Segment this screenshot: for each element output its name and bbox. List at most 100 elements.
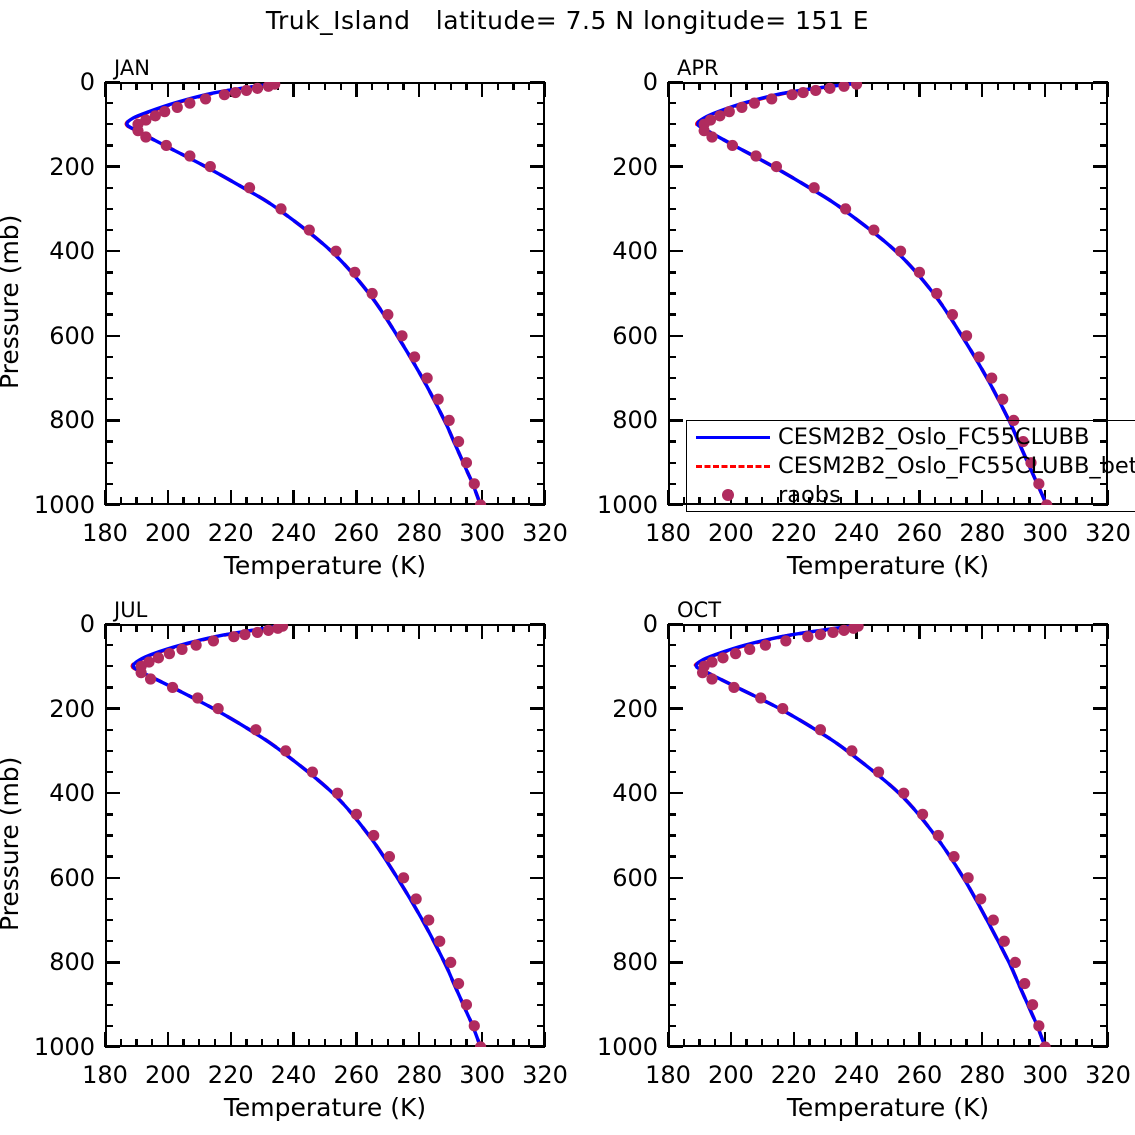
x-tick [713, 497, 717, 505]
x-tick [276, 497, 280, 505]
x-tick [386, 1039, 390, 1047]
x-tick [1075, 82, 1078, 90]
x-axis-label: Temperature (K) [786, 1093, 990, 1122]
obs-marker [759, 639, 772, 651]
y-tick [668, 643, 676, 647]
x-tick [528, 624, 531, 632]
y-tick [1100, 686, 1108, 689]
x-tick [792, 490, 795, 505]
obs-marker [997, 393, 1009, 405]
x-tick [308, 82, 311, 90]
x-tick [433, 624, 437, 632]
x-tick-label: 240 [270, 519, 317, 547]
x-tick [433, 497, 437, 505]
y-tick [105, 503, 120, 507]
x-tick [761, 1039, 764, 1047]
obs-marker [850, 82, 863, 90]
y-tick [105, 686, 113, 689]
y-tick [1100, 482, 1108, 486]
y-tick [668, 144, 676, 147]
x-tick [150, 82, 154, 90]
obs-marker [349, 266, 361, 278]
x-tick [996, 82, 1000, 90]
y-tick [1100, 271, 1108, 274]
obs-marker [1025, 457, 1037, 469]
obs-marker [443, 414, 455, 426]
x-tick [933, 82, 937, 90]
obs-marker [1019, 977, 1031, 990]
obs-marker [814, 628, 827, 641]
x-tick [543, 1032, 547, 1047]
x-tick [449, 82, 452, 90]
obs-marker [468, 478, 480, 490]
y-tick [1100, 101, 1108, 105]
x-tick [150, 624, 154, 632]
obs-marker [207, 635, 220, 647]
x-tick [1059, 497, 1063, 505]
obs-marker [272, 624, 284, 634]
obs-marker [468, 1020, 480, 1032]
obs-marker [423, 914, 435, 926]
x-tick-label: 320 [522, 519, 568, 547]
y-tick [1100, 461, 1108, 464]
y-tick [1093, 334, 1108, 337]
obs-marker [218, 89, 231, 101]
x-tick [229, 1032, 232, 1047]
y-tick-label: 0 [79, 68, 95, 96]
obs-marker [748, 97, 761, 109]
y-tick [1093, 165, 1108, 168]
y-tick [668, 482, 676, 486]
x-tick-label: 260 [333, 519, 380, 547]
x-axis-label: Temperature (K) [786, 551, 990, 580]
x-tick [823, 1039, 827, 1047]
x-tick [871, 1039, 874, 1047]
obs-marker [838, 82, 850, 92]
x-tick-label: 260 [896, 519, 943, 547]
x-tick [713, 1039, 717, 1047]
x-tick [166, 1032, 170, 1047]
x-tick [245, 497, 248, 505]
series-layer-apr [695, 82, 1053, 505]
x-tick [839, 1039, 843, 1047]
y-tick-label: 200 [49, 694, 95, 723]
obs-marker [729, 648, 742, 660]
x-tick [808, 624, 811, 632]
obs-marker [894, 245, 907, 257]
obs-marker [987, 914, 999, 926]
x-tick-label: 280 [396, 1061, 443, 1089]
x-tick-label: 240 [833, 1061, 880, 1089]
obs-marker [1009, 956, 1021, 968]
y-tick [1100, 982, 1108, 985]
y-tick [537, 982, 545, 985]
x-tick [871, 497, 874, 505]
y-tick [668, 376, 676, 380]
y-tick [668, 961, 683, 964]
y-tick-label: 200 [49, 152, 95, 181]
x-tick [981, 82, 984, 97]
x-tick [729, 82, 733, 97]
x-tick [1075, 497, 1078, 505]
obs-marker [163, 648, 176, 660]
y-tick [105, 940, 113, 943]
y-tick-label: 400 [612, 779, 658, 808]
y-tick [668, 1003, 676, 1006]
series-layer-jan [124, 82, 487, 505]
obs-marker [184, 150, 196, 162]
obs-marker [171, 101, 183, 113]
x-tick [871, 624, 874, 632]
y-tick [668, 461, 676, 464]
x-tick [119, 1039, 122, 1047]
x-tick [823, 624, 827, 632]
x-tick [543, 624, 547, 639]
x-tick [135, 624, 138, 632]
series-line-base [125, 82, 483, 505]
x-tick-label: 220 [770, 519, 817, 547]
obs-marker [706, 673, 718, 685]
y-tick-label: 0 [642, 68, 658, 96]
obs-marker [383, 851, 396, 863]
y-tick [105, 165, 120, 168]
obs-marker [931, 287, 943, 300]
obs-marker [330, 245, 342, 257]
x-tick [933, 624, 937, 632]
obs-marker [239, 628, 251, 641]
